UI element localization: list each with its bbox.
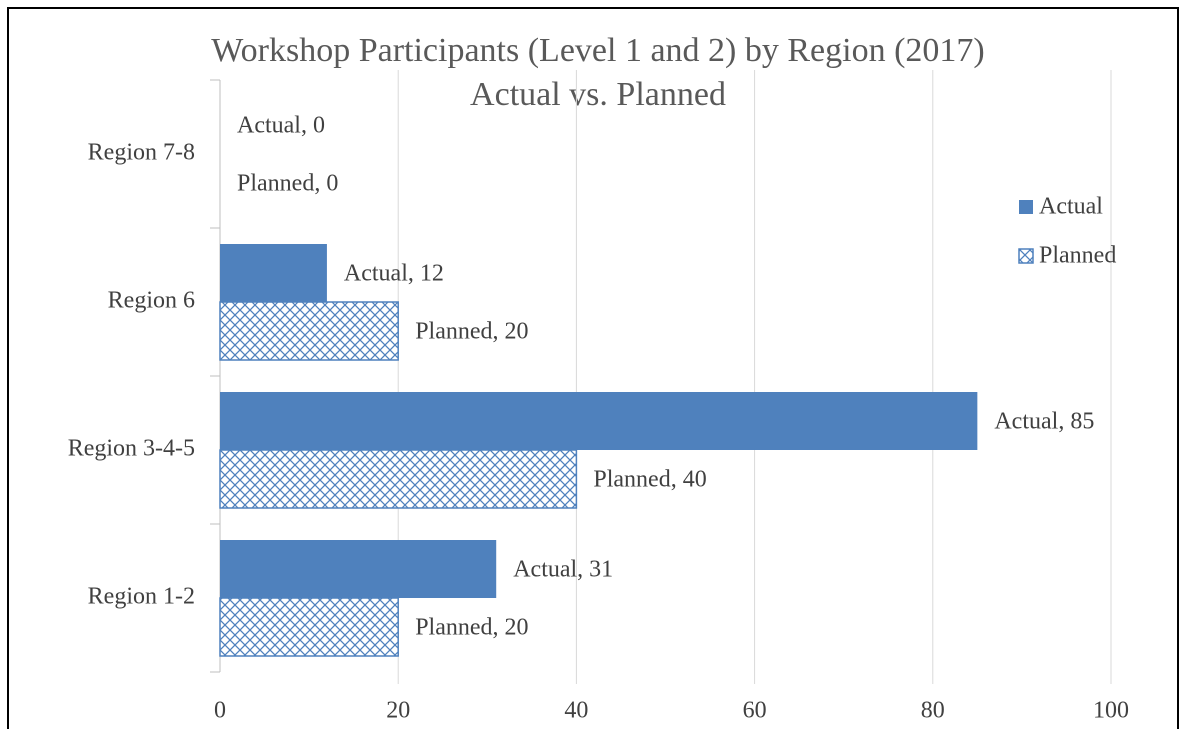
legend-marker (1018, 248, 1034, 264)
y-tick-label: Region 6 (108, 288, 195, 314)
x-tick-label: 20 (386, 698, 410, 724)
data-label: Actual, 31 (513, 557, 613, 583)
x-tick-label: 100 (1093, 698, 1129, 724)
legend-label: Planned (1039, 243, 1116, 269)
y-tick-label: Region 1-2 (88, 584, 195, 610)
legend-marker (1019, 200, 1033, 214)
data-label: Planned, 20 (415, 615, 528, 641)
data-label: Planned, 40 (593, 467, 706, 493)
x-tick-label: 80 (921, 698, 945, 724)
data-label: Actual, 12 (344, 261, 444, 287)
chart-subtitle: Actual vs. Planned (470, 76, 726, 113)
bar (220, 540, 497, 598)
x-tick-label: 40 (564, 698, 588, 724)
legend-label: Actual (1039, 194, 1103, 220)
bar (220, 244, 327, 302)
data-label: Planned, 20 (415, 319, 528, 345)
data-label: Planned, 0 (237, 171, 338, 197)
bar (219, 597, 399, 657)
data-label: Actual, 0 (237, 113, 325, 139)
bar (219, 449, 578, 509)
x-tick-label: 0 (214, 698, 226, 724)
data-label: Actual, 85 (994, 409, 1094, 435)
y-tick-label: Region 7-8 (88, 140, 195, 166)
x-tick-label: 60 (743, 698, 767, 724)
y-tick-label: Region 3-4-5 (68, 436, 195, 462)
chart-title: Workshop Participants (Level 1 and 2) by… (211, 32, 984, 69)
bar (220, 392, 978, 450)
bar (219, 301, 399, 361)
frame (7, 7, 1179, 729)
